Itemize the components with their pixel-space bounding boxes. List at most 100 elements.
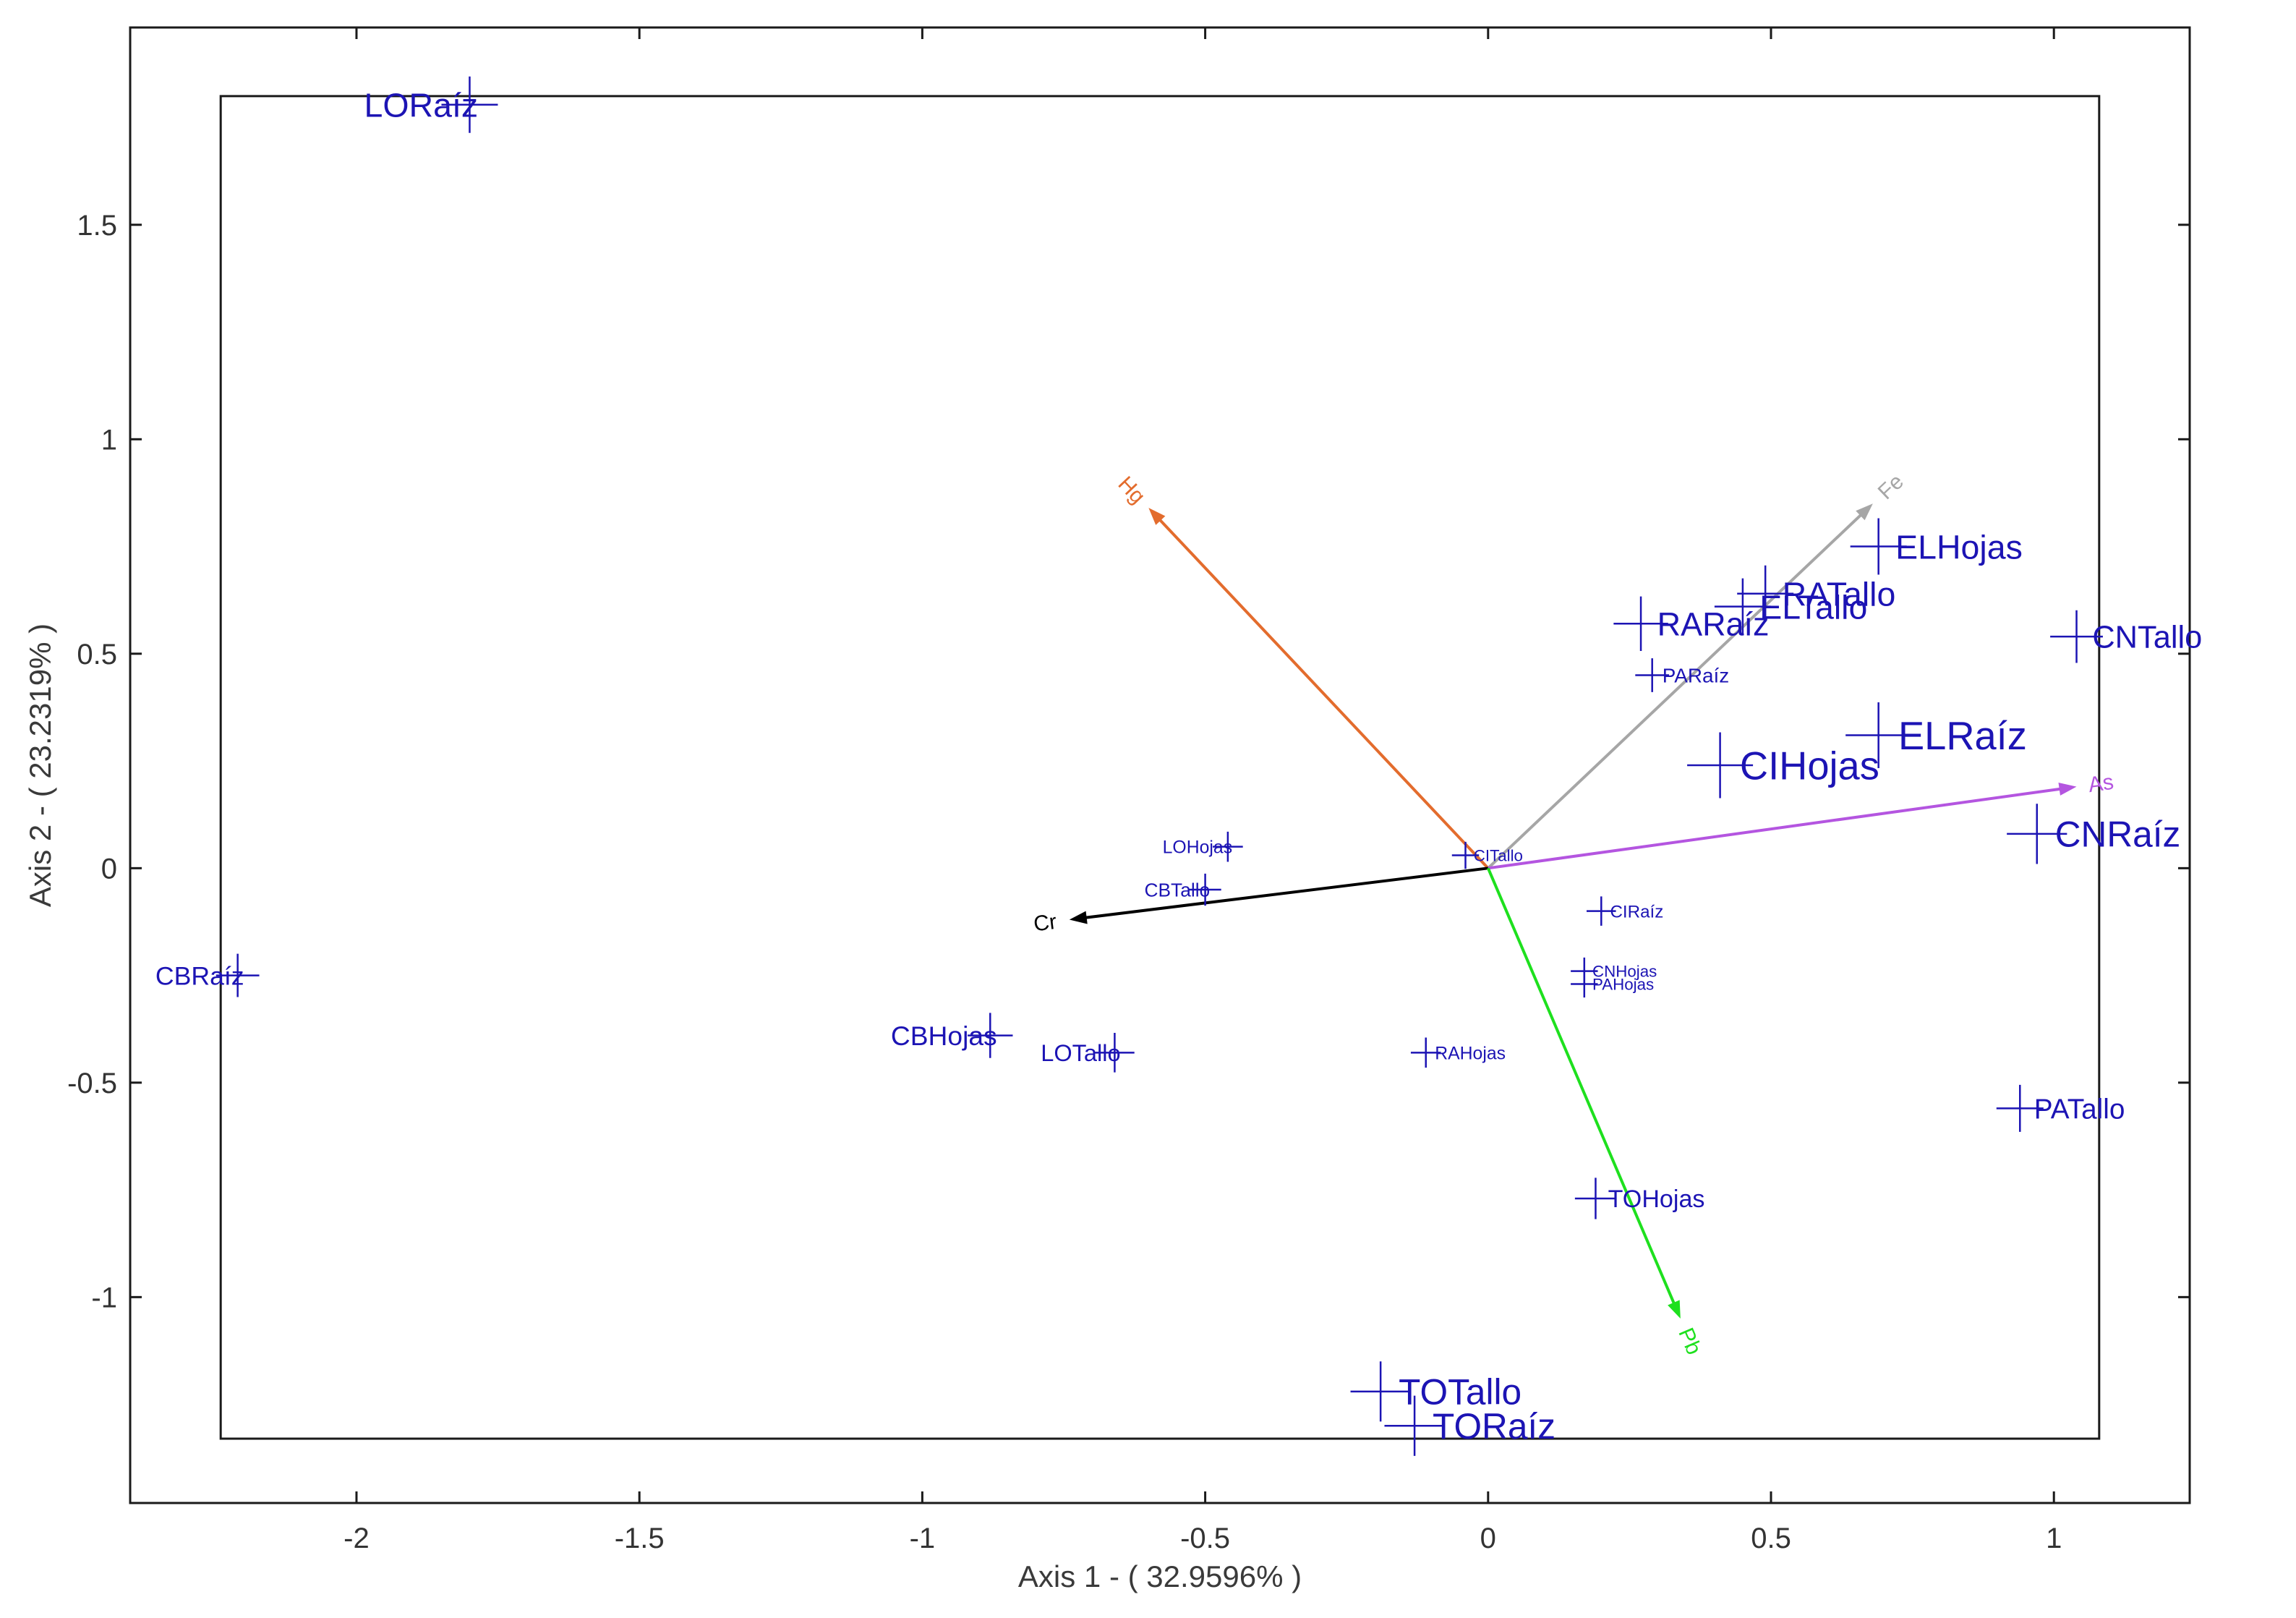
point-loraíz: LORaíz	[364, 76, 498, 133]
point-tohojas: TOHojas	[1574, 1178, 1705, 1219]
x-tick-label: 1	[2046, 1523, 2062, 1554]
point-label: CNTallo	[2092, 621, 2202, 655]
vector-hg: Hg	[1114, 472, 1490, 869]
point-marker	[1737, 565, 1794, 622]
vector-arrowhead	[1856, 503, 1873, 521]
point-label: LORaíz	[364, 86, 478, 124]
point-elhojas: ELHojas	[1850, 518, 2023, 575]
x-tick-label: 0.5	[1751, 1523, 1791, 1554]
y-axis-ticks: 1.5 1 0.5 0 -0.5 -1	[67, 210, 2190, 1313]
y-tick-label: 1	[101, 424, 117, 456]
point-cntallo: CNTallo	[2050, 610, 2202, 663]
point-marker	[1095, 1033, 1135, 1073]
point-marker	[1574, 1178, 1617, 1219]
point-label: RARaíz	[1657, 605, 1770, 642]
point-marker	[1613, 596, 1668, 652]
vector-cr: Cr	[1032, 867, 1489, 937]
vector-line	[1488, 786, 2065, 870]
point-marker	[1587, 896, 1616, 926]
point-label: RAHojas	[1435, 1044, 1506, 1063]
vector-label: Pb	[1673, 1324, 1706, 1358]
point-label: PATallo	[2034, 1094, 2125, 1125]
x-tick-label: 0	[1480, 1523, 1496, 1554]
x-tick-label: -0.5	[1180, 1523, 1230, 1554]
point-cnraíz: CNRaíz	[2007, 804, 2180, 864]
point-label: CNHojas	[1592, 963, 1657, 981]
point-label: TOHojas	[1608, 1185, 1705, 1213]
point-pahojas: PAHojas	[1571, 970, 1654, 998]
point-elraíz: ELRaíz	[1845, 702, 2027, 768]
point-cbtallo: CBTallo	[1144, 873, 1221, 906]
y-tick-label: -0.5	[67, 1068, 117, 1099]
point-cnhojas: CNHojas	[1571, 957, 1657, 985]
vector-as: As	[1488, 770, 2115, 870]
vector-arrowhead	[1148, 508, 1166, 525]
vector-line	[1080, 867, 1489, 920]
point-label: RATallo	[1783, 576, 1896, 613]
point-cihojas: CIHojas	[1687, 732, 1879, 799]
point-label: LOTallo	[1041, 1040, 1120, 1066]
point-ciraíz: CIRaíz	[1587, 896, 1663, 926]
point-rahojas: RAHojas	[1410, 1037, 1506, 1068]
point-label: CBTallo	[1144, 879, 1210, 900]
point-label: ELHojas	[1895, 528, 2023, 566]
point-label: PAHojas	[1592, 975, 1654, 993]
point-label: TORaíz	[1433, 1406, 1555, 1447]
plot-area-frame	[129, 26, 2191, 1504]
vector-label: Hg	[1114, 472, 1150, 509]
y-tick-label: 1.5	[77, 210, 117, 242]
point-marker	[1213, 831, 1243, 862]
point-marker	[1189, 873, 1221, 906]
x-axis-ticks: -2 -1.5 -1 -0.5 0 0.5 1	[343, 27, 2062, 1554]
point-label: ELRaíz	[1898, 715, 2027, 758]
point-patallo: PATallo	[1996, 1084, 2125, 1132]
point-marker	[1635, 658, 1670, 692]
point-marker	[1714, 578, 1771, 635]
vector-line	[1486, 867, 1678, 1309]
vector-pb: Pb	[1486, 867, 1706, 1358]
point-paraíz: PARaíz	[1635, 658, 1729, 692]
point-cbraíz: CBRaíz	[155, 953, 260, 997]
point-label: TOTallo	[1399, 1372, 1522, 1413]
x-tick-label: -1	[910, 1523, 936, 1554]
point-marker	[215, 953, 260, 997]
point-marker	[1850, 518, 1907, 575]
point-lotallo: LOTallo	[1041, 1033, 1135, 1073]
point-marker	[1410, 1037, 1441, 1068]
inner-box	[219, 95, 2101, 1440]
point-label: CBHojas	[891, 1021, 997, 1051]
point-marker	[1687, 732, 1754, 799]
vector-label: Cr	[1032, 910, 1057, 937]
point-totallo: TOTallo	[1350, 1361, 1522, 1422]
point-marker	[1384, 1395, 1445, 1456]
point-marker	[2050, 610, 2103, 663]
vector-line	[1155, 515, 1490, 869]
point-marker	[1571, 970, 1598, 998]
y-tick-label: 0	[101, 853, 117, 885]
x-tick-label: -1.5	[615, 1523, 665, 1554]
point-label: CNRaíz	[2055, 814, 2181, 855]
vector-arrowhead	[2058, 783, 2077, 796]
point-marker	[968, 1013, 1013, 1058]
point-citallo: CITallo	[1451, 841, 1523, 869]
vector-label: As	[2087, 770, 2115, 797]
point-label: CIRaíz	[1610, 902, 1663, 921]
y-tick-label: -1	[91, 1282, 117, 1313]
point-marker	[441, 76, 498, 133]
point-marker	[1996, 1084, 2044, 1132]
x-axis-title: Axis 1 - ( 32.9596% )	[1018, 1559, 1302, 1593]
point-label: LOHojas	[1163, 838, 1232, 858]
x-tick-label: -2	[343, 1523, 370, 1554]
point-lohojas: LOHojas	[1163, 831, 1243, 862]
point-ratallo: RATallo	[1737, 565, 1896, 622]
point-marker	[1350, 1361, 1411, 1422]
vector-line	[1487, 510, 1866, 869]
vector-arrowhead	[1668, 1300, 1681, 1319]
point-marker	[1845, 702, 1912, 768]
point-label: CITallo	[1474, 847, 1523, 865]
point-toraíz: TORaíz	[1384, 1395, 1555, 1456]
point-label: CIHojas	[1740, 745, 1879, 788]
point-label: PARaíz	[1663, 665, 1729, 687]
vector-label: Fe	[1874, 469, 1908, 504]
